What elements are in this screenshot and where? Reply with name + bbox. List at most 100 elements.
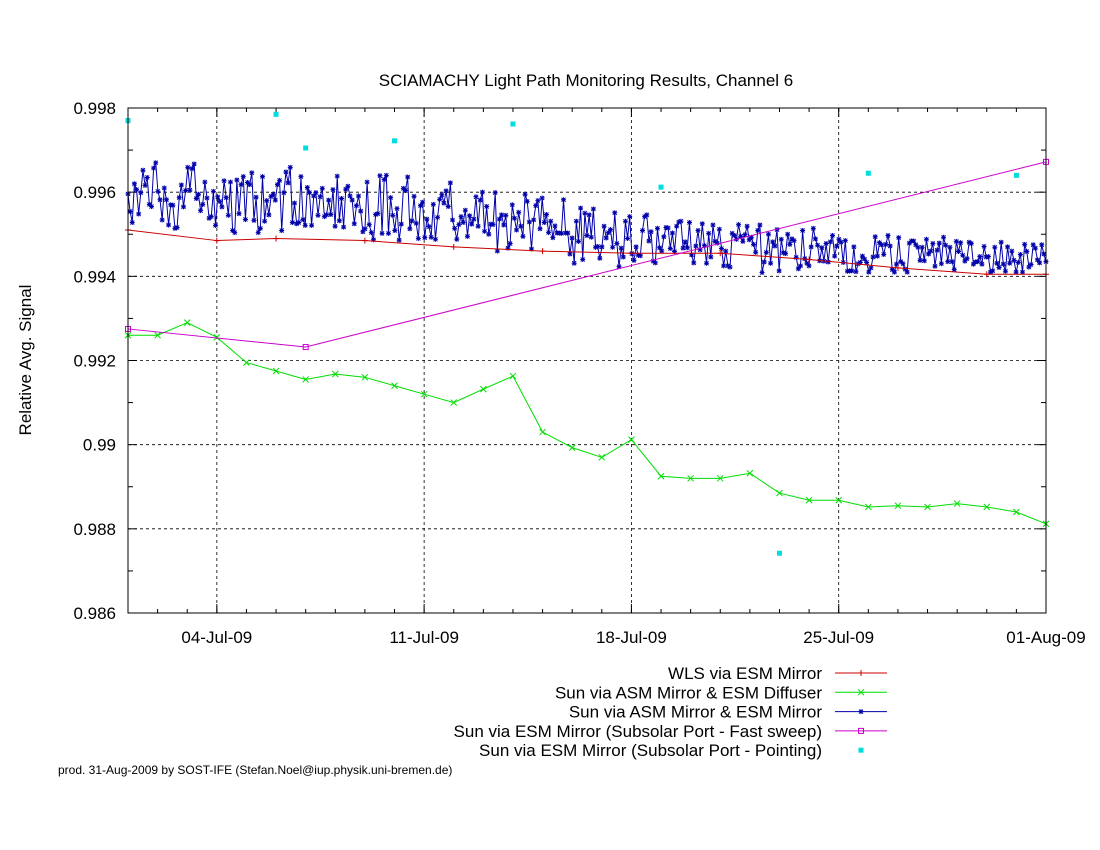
data-point — [753, 249, 759, 255]
data-point — [351, 221, 357, 227]
data-point — [964, 256, 970, 262]
data-point — [761, 259, 767, 265]
data-point — [302, 344, 309, 351]
data-point — [699, 221, 705, 227]
data-point — [460, 219, 466, 225]
series-1 — [124, 319, 1050, 528]
data-point — [962, 258, 968, 264]
data-point — [200, 201, 206, 207]
data-point — [259, 174, 265, 180]
data-point — [375, 211, 381, 217]
data-point — [858, 727, 864, 734]
data-point — [763, 249, 769, 255]
data-point — [153, 160, 159, 166]
data-point — [272, 197, 278, 203]
data-point — [144, 174, 150, 180]
data-point — [405, 174, 411, 180]
data-point — [729, 230, 735, 236]
data-point — [858, 709, 864, 715]
data-point — [159, 217, 165, 223]
data-point — [958, 240, 964, 246]
data-point — [353, 203, 359, 209]
legend-label: Sun via ESM Mirror (Subsolar Port - Poin… — [479, 741, 822, 760]
data-point — [687, 474, 694, 482]
data-point — [204, 195, 210, 201]
data-point — [281, 190, 287, 196]
data-point — [243, 359, 250, 366]
data-point — [889, 267, 895, 273]
data-point — [1013, 172, 1019, 178]
data-point — [154, 331, 161, 339]
data-point — [778, 236, 784, 242]
data-point — [569, 235, 575, 241]
data-point — [657, 245, 663, 251]
data-point — [872, 234, 878, 240]
data-point — [603, 235, 609, 241]
series-layer — [124, 111, 1050, 556]
data-point — [894, 261, 900, 267]
data-point — [494, 248, 500, 254]
data-point — [531, 217, 537, 223]
data-point — [637, 253, 643, 259]
data-point — [945, 259, 951, 265]
data-point — [640, 227, 646, 233]
data-point — [361, 373, 369, 381]
data-point — [507, 241, 513, 247]
data-point — [213, 334, 221, 341]
data-point — [900, 261, 906, 267]
data-point — [262, 218, 268, 224]
legend-label: WLS via ESM Mirror — [668, 664, 822, 683]
data-point — [710, 222, 716, 228]
data-point — [614, 241, 620, 247]
data-point — [704, 260, 710, 266]
data-point — [131, 181, 137, 187]
data-point — [994, 260, 1000, 266]
data-point — [776, 550, 782, 556]
data-point — [396, 237, 402, 243]
data-point — [870, 254, 876, 260]
data-point — [373, 211, 379, 217]
data-point — [238, 182, 244, 188]
data-point — [695, 227, 701, 233]
data-point — [539, 195, 545, 201]
data-point — [983, 503, 991, 511]
data-point — [661, 234, 667, 240]
data-point — [923, 236, 929, 242]
data-point — [403, 187, 409, 193]
data-point — [1028, 262, 1034, 268]
data-point — [627, 214, 633, 220]
data-point — [787, 241, 793, 247]
data-point — [633, 244, 639, 250]
data-point — [834, 243, 840, 249]
data-point — [439, 192, 445, 198]
data-point — [708, 254, 714, 260]
data-point — [546, 230, 552, 236]
data-point — [552, 223, 558, 229]
data-point — [364, 179, 370, 185]
data-point — [827, 239, 833, 245]
data-point — [1020, 269, 1026, 275]
data-point — [716, 226, 722, 232]
data-point — [428, 234, 434, 240]
data-point — [593, 244, 599, 250]
data-point — [693, 243, 699, 249]
data-point — [573, 218, 579, 224]
data-point — [717, 250, 724, 257]
data-point — [509, 372, 517, 380]
data-point — [526, 219, 532, 225]
data-point — [800, 227, 806, 233]
data-point — [565, 230, 571, 236]
data-point — [473, 194, 479, 200]
data-point — [343, 186, 349, 192]
data-point — [215, 194, 221, 200]
data-point — [851, 244, 857, 250]
data-point — [221, 178, 227, 184]
data-point — [285, 180, 291, 186]
data-point — [1032, 245, 1038, 251]
data-point — [857, 688, 865, 696]
data-point — [768, 260, 774, 266]
data-point — [302, 222, 308, 228]
data-point — [452, 225, 458, 231]
data-point — [697, 247, 703, 253]
series-line — [127, 161, 1047, 348]
